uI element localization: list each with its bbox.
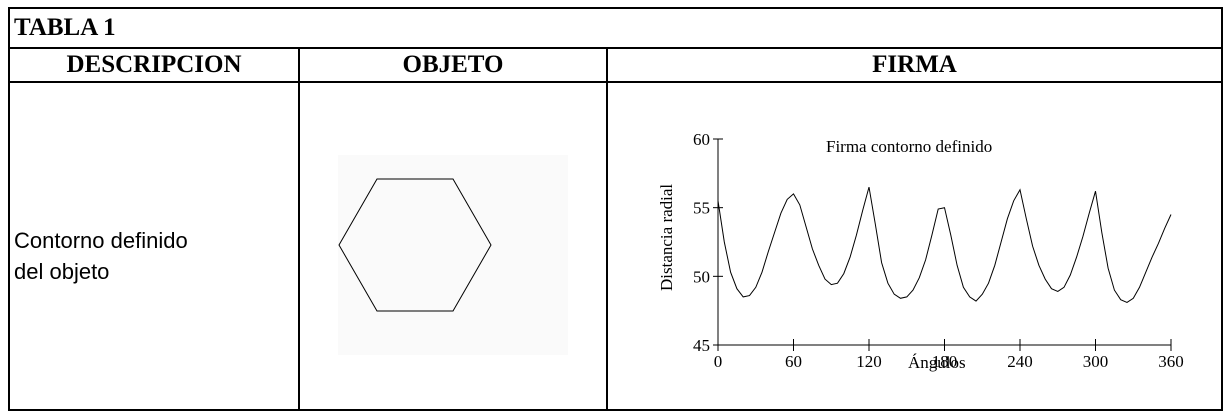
x-tick-label-60: 60 [785, 352, 802, 371]
object-cell [298, 81, 608, 411]
x-tick-label-0: 0 [714, 352, 723, 371]
chart-cell: 45 50 55 60 0 60 120 180 240 300 360 Firma contorn… [605, 81, 1224, 411]
hexagon-outline [338, 178, 492, 312]
x-axis-label: Ángulos [908, 353, 966, 372]
description-line-1: Contorno definido [14, 228, 188, 253]
header-objeto: OBJETO [298, 47, 608, 83]
y-tick-label-55: 55 [693, 199, 710, 218]
table-title: TABLA 1 [7, 7, 1224, 49]
x-tick-label-180: 180 [932, 352, 958, 371]
x-tick-label-240: 240 [1007, 352, 1033, 371]
header-descripcion: DESCRIPCION [8, 47, 300, 83]
y-axis-label: Distancia radial [657, 184, 676, 291]
series-line-firma [717, 186, 1172, 303]
header-firma: FIRMA [605, 47, 1224, 83]
signature-chart: 45 50 55 60 0 60 120 180 240 300 360 Firma contorn… [657, 130, 1184, 372]
x-tick-label-300: 300 [1083, 352, 1109, 371]
description-line-2: del objeto [14, 259, 110, 284]
x-tick-label-120: 120 [856, 352, 882, 371]
tabla-1: TABLA 1 DESCRIPCION OBJETO FIRMA Contorn… [7, 7, 1224, 411]
y-tick-label-60: 60 [693, 130, 710, 149]
x-tick-label-360: 360 [1158, 352, 1184, 371]
y-tick-label-45: 45 [693, 336, 710, 355]
chart-title: Firma contorno definido [826, 137, 992, 156]
object-image [338, 155, 568, 355]
y-tick-label-50: 50 [693, 267, 710, 286]
hexagon-shape [338, 178, 492, 312]
description-cell: Contorno definido del objeto [8, 81, 300, 411]
